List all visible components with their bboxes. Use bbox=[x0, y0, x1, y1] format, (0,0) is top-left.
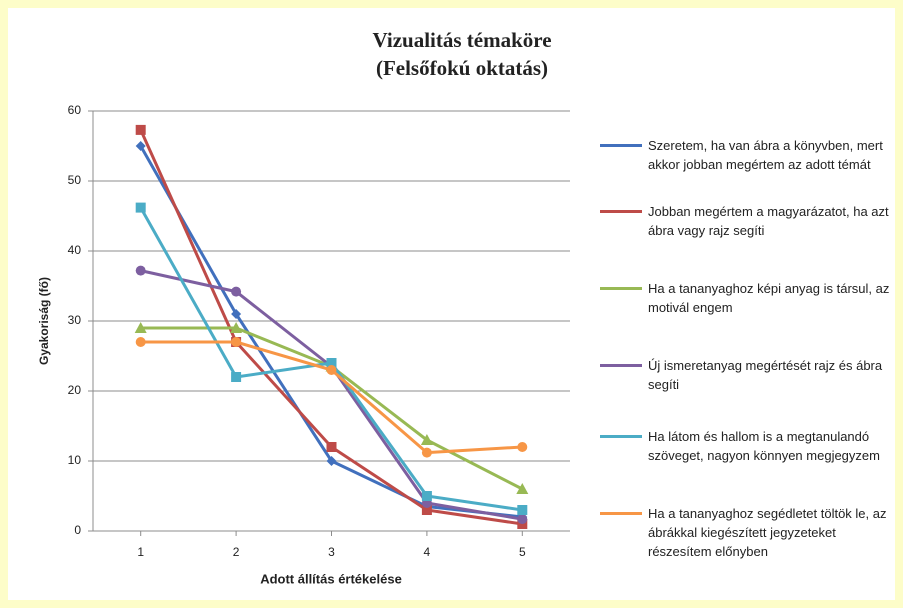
marker bbox=[421, 505, 432, 515]
legend-swatch bbox=[600, 435, 642, 438]
x-tick-label: 2 bbox=[233, 545, 240, 559]
legend-swatch bbox=[600, 210, 642, 213]
y-axis-label: Gyakoriság (fő) bbox=[37, 277, 51, 365]
x-tick-label: 5 bbox=[519, 545, 526, 559]
y-tick-label: 20 bbox=[68, 383, 82, 397]
legend-swatch bbox=[600, 364, 642, 367]
legend-entry: Jobban megértem a magyarázatot, ha azt á… bbox=[648, 204, 889, 238]
x-tick-label: 4 bbox=[424, 545, 431, 559]
marker bbox=[421, 491, 432, 501]
legend-entry: Szeretem, ha van ábra a könyvben, mert a… bbox=[648, 138, 883, 172]
marker bbox=[421, 447, 432, 458]
chart-panel bbox=[8, 8, 895, 600]
chart-subtitle: (Felsőfokú oktatás) bbox=[376, 56, 548, 80]
legend-swatch bbox=[600, 287, 642, 290]
y-tick-label: 50 bbox=[68, 173, 82, 187]
x-tick-label: 3 bbox=[328, 545, 335, 559]
marker bbox=[420, 434, 433, 445]
legend-entry: Ha látom és hallom is a megtanulandó szö… bbox=[648, 429, 880, 463]
marker bbox=[517, 442, 528, 452]
marker bbox=[517, 514, 528, 525]
marker bbox=[135, 337, 146, 347]
marker bbox=[326, 365, 337, 375]
y-tick-label: 0 bbox=[74, 523, 81, 537]
marker bbox=[135, 202, 146, 213]
legend-swatch bbox=[600, 512, 642, 515]
marker bbox=[326, 456, 337, 466]
marker bbox=[135, 124, 146, 135]
y-tick-label: 40 bbox=[68, 243, 82, 257]
x-tick-label: 1 bbox=[137, 545, 144, 559]
marker bbox=[135, 265, 146, 276]
marker bbox=[231, 337, 242, 347]
marker bbox=[517, 505, 528, 515]
y-tick-label: 10 bbox=[68, 453, 82, 467]
marker bbox=[135, 141, 146, 151]
x-axis-label: Adott állítás értékelése bbox=[260, 571, 402, 586]
marker bbox=[231, 309, 242, 319]
marker bbox=[230, 322, 243, 333]
legend-swatch bbox=[600, 144, 642, 147]
marker bbox=[516, 483, 529, 494]
y-tick-label: 60 bbox=[68, 103, 82, 117]
chart-title: Vizualitás témaköre bbox=[372, 28, 551, 52]
marker bbox=[134, 322, 147, 333]
legend-entry: Ha a tananyaghoz segédletet töltök le, a… bbox=[648, 506, 887, 559]
y-tick-label: 30 bbox=[68, 313, 82, 327]
marker bbox=[326, 442, 337, 452]
marker bbox=[326, 358, 337, 368]
marker bbox=[231, 372, 242, 382]
marker bbox=[231, 286, 242, 297]
legend-entry: Új ismeretanyag megértését rajz és ábra … bbox=[648, 358, 883, 392]
legend-entry: Ha a tananyaghoz képi anyag is társul, a… bbox=[648, 281, 890, 315]
